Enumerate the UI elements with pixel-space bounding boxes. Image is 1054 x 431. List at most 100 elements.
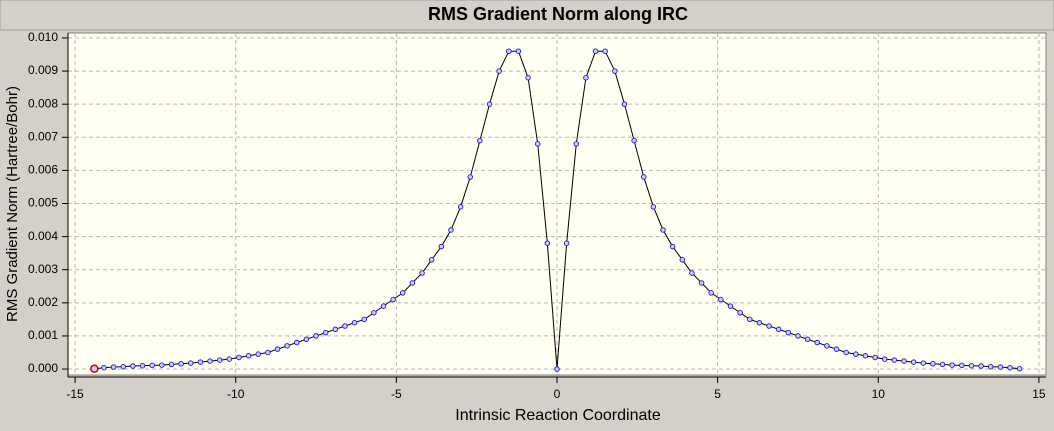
data-point (949, 362, 955, 368)
data-point (457, 204, 464, 210)
marks (90, 48, 1023, 373)
highlighted-point (90, 364, 99, 373)
data-point (419, 270, 425, 276)
data-point (563, 240, 570, 246)
data-point (130, 363, 136, 369)
chart-title: RMS Gradient Norm along IRC (428, 4, 688, 24)
data-point (814, 339, 820, 346)
data-point (120, 363, 127, 370)
data-point (274, 346, 281, 352)
data-point (178, 360, 184, 367)
data-point (881, 356, 888, 362)
data-point (525, 74, 531, 81)
data-point (872, 354, 878, 361)
data-point (804, 336, 811, 342)
data-point (679, 257, 686, 263)
data-point (322, 329, 329, 336)
grid (68, 33, 1046, 375)
data-point (486, 101, 493, 107)
x-tick-label: 10 (872, 387, 886, 401)
data-point (400, 290, 406, 296)
data-point (197, 359, 204, 365)
data-point (515, 48, 522, 54)
data-point (332, 326, 339, 333)
data-point (650, 204, 657, 210)
data-point (612, 68, 618, 74)
data-point (438, 243, 445, 250)
y-tick-label: 0.010 (28, 30, 58, 44)
data-point (785, 329, 792, 336)
data-point (496, 68, 502, 74)
data-point (698, 280, 705, 286)
x-tick-label: 0 (554, 387, 561, 401)
data-point (930, 360, 936, 367)
data-point (534, 141, 541, 147)
data-point (139, 362, 146, 369)
data-point (313, 333, 319, 339)
y-tick-label: 0.009 (28, 63, 58, 77)
data-point (631, 137, 637, 144)
data-point (1016, 365, 1023, 372)
data-point (689, 270, 695, 276)
data-point (573, 141, 580, 147)
data-point (101, 364, 107, 371)
data-point (361, 316, 367, 323)
data-point (544, 240, 551, 246)
data-point (640, 174, 647, 180)
data-point (428, 257, 435, 263)
x-tick-label: -15 (66, 387, 84, 401)
data-point (853, 351, 859, 357)
data-point (910, 359, 917, 365)
data-point (255, 351, 261, 357)
y-tick-label: 0.001 (28, 328, 58, 342)
y-tick-label: 0.004 (28, 229, 58, 243)
data-point (390, 296, 396, 303)
data-point (265, 349, 271, 356)
data-point (775, 326, 782, 333)
data-point (110, 364, 117, 370)
data-point (621, 101, 628, 107)
data-point (901, 358, 907, 364)
data-point (187, 360, 194, 366)
data-point (236, 354, 242, 361)
data-point (824, 343, 830, 349)
y-tick-label: 0.003 (28, 262, 58, 276)
data-point (583, 74, 589, 81)
data-point (756, 319, 763, 326)
x-axis-title: Intrinsic Reaction Coordinate (455, 407, 661, 424)
data-point (207, 358, 213, 364)
data-point (737, 310, 743, 316)
y-tick-label: 0.005 (28, 196, 58, 210)
title-bar (0, 0, 1054, 31)
y-tick-label: 0.000 (28, 361, 58, 375)
data-point (708, 290, 714, 296)
data-point (718, 296, 724, 303)
data-point (409, 280, 416, 286)
x-tick-label: 15 (1032, 387, 1046, 401)
data-point (294, 339, 300, 346)
data-point (959, 362, 965, 369)
y-tick-label: 0.006 (28, 163, 58, 177)
x-tick-label: -5 (391, 387, 402, 401)
data-point (467, 174, 474, 180)
data-point (149, 362, 155, 369)
data-point (602, 48, 608, 54)
y-tick-label: 0.002 (28, 295, 58, 309)
data-point (833, 346, 840, 352)
data-point (747, 316, 753, 323)
data-point (978, 363, 984, 369)
data-point (660, 227, 666, 233)
data-point (891, 357, 898, 363)
data-point (920, 360, 927, 366)
data-point (997, 364, 1004, 370)
data-point (669, 243, 676, 250)
data-point (795, 333, 801, 339)
data-point (159, 362, 165, 368)
data-point (987, 363, 994, 370)
data-point (380, 303, 387, 309)
data-point (351, 319, 358, 326)
data-point (554, 366, 560, 372)
data-point (448, 227, 454, 233)
